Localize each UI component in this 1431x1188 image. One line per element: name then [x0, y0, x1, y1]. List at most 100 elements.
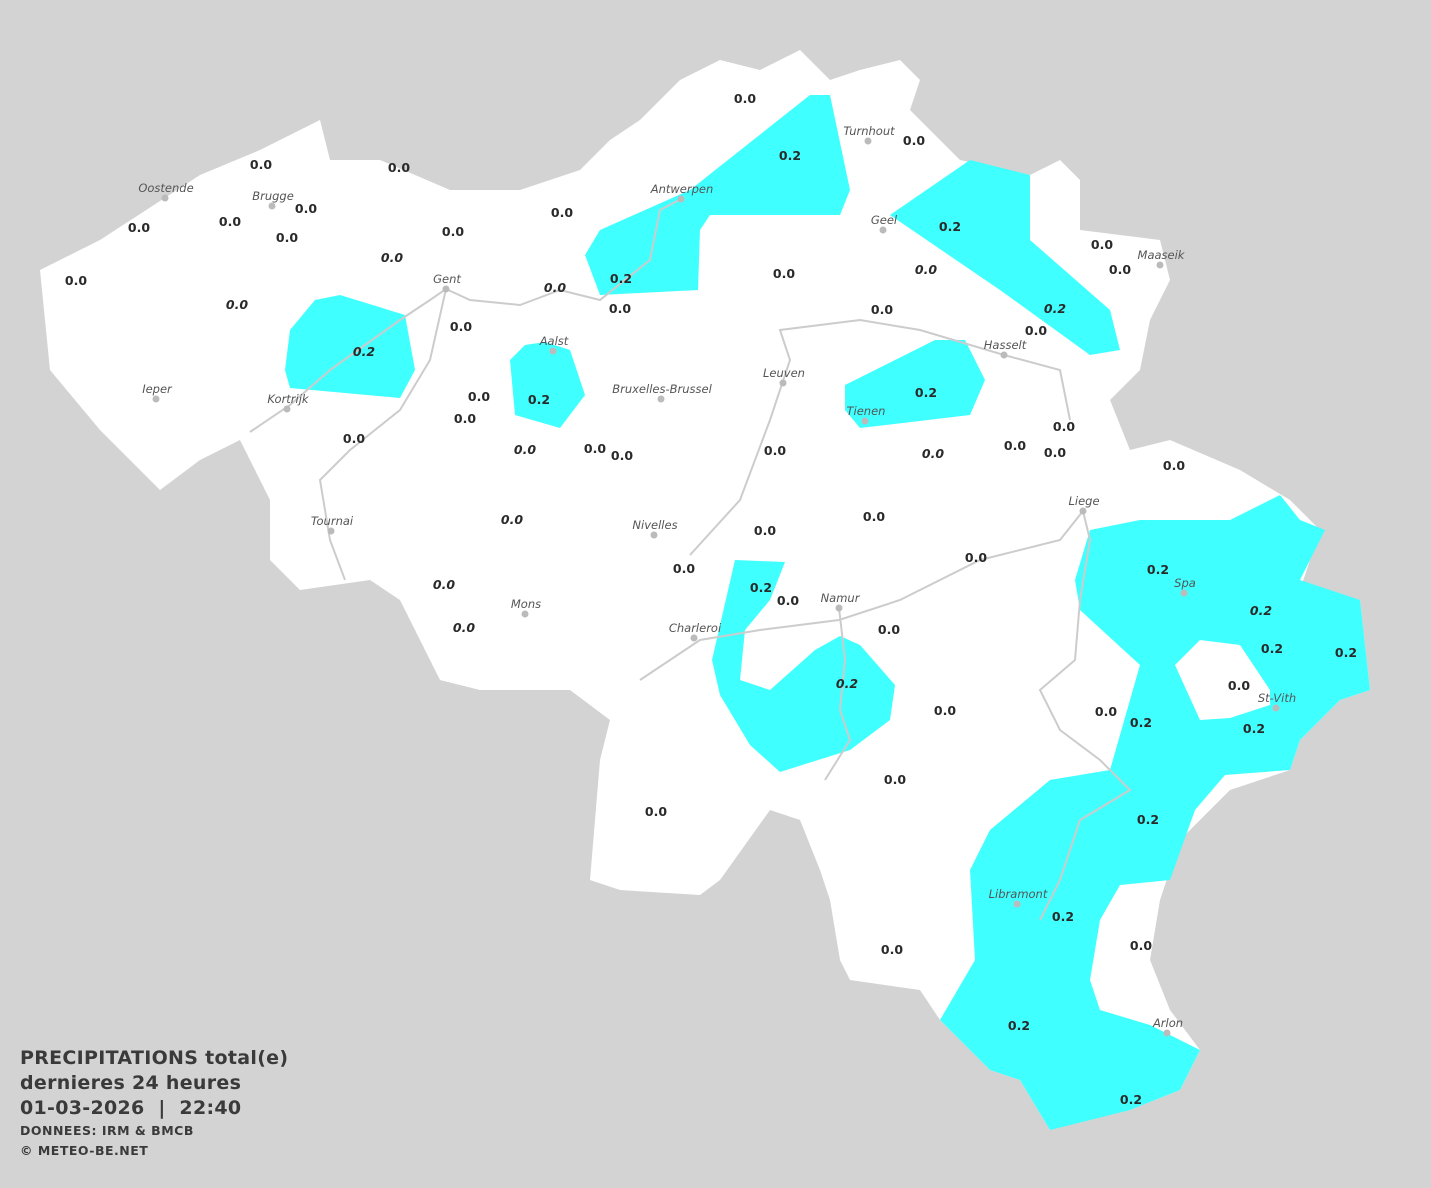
- legend-datetime: 01-03-2026 | 22:40: [20, 1097, 242, 1119]
- station-value: 0.0: [65, 273, 87, 288]
- station-value: 0.0: [453, 620, 475, 635]
- station-value: 0.0: [343, 431, 365, 446]
- city-dot: [650, 531, 658, 539]
- station-value: 0.0: [551, 205, 573, 220]
- city-label: Tournai: [311, 514, 354, 528]
- city-label: Turnhout: [843, 124, 895, 138]
- station-value: 0.2: [1261, 641, 1283, 656]
- rivers: [249, 198, 1132, 921]
- station-value: 0.0: [965, 550, 987, 565]
- river-meuse: [639, 508, 1132, 921]
- station-value: 0.0: [611, 448, 633, 463]
- station-value: 0.2: [353, 344, 375, 359]
- station-value: 0.0: [878, 622, 900, 637]
- city-label: Libramont: [989, 887, 1048, 901]
- station-value: 0.0: [501, 512, 523, 527]
- station-value: 0.0: [1025, 323, 1047, 338]
- station-value: 0.0: [871, 302, 893, 317]
- station-value: 0.0: [1004, 438, 1026, 453]
- station-value: 0.2: [1052, 909, 1074, 924]
- river-leie: [318, 288, 447, 581]
- station-value: 0.0: [514, 442, 536, 457]
- city-label: Gent: [433, 272, 461, 286]
- station-value: 0.2: [836, 676, 858, 691]
- city-label: Nivelles: [632, 518, 677, 532]
- city-dot: [152, 395, 160, 403]
- station-value: 0.0: [1163, 458, 1185, 473]
- station-value: 0.2: [779, 148, 801, 163]
- city-label: Antwerpen: [650, 182, 714, 196]
- legend-copyright: © METEO-BE.NET: [20, 1143, 149, 1158]
- city-dot: [1013, 900, 1021, 908]
- precip-area-ardennes: [940, 495, 1370, 1130]
- station-value: 0.0: [388, 160, 410, 175]
- city-dot: [327, 527, 335, 535]
- precip-area-geel-maaseik: [890, 160, 1120, 355]
- station-value: 0.2: [1243, 721, 1265, 736]
- city-label: Arlon: [1152, 1016, 1183, 1030]
- precip-area-tienen: [845, 340, 985, 428]
- station-value: 0.2: [1008, 1018, 1030, 1033]
- city-label: Aalst: [539, 334, 569, 348]
- station-value: 0.0: [764, 443, 786, 458]
- city-dot: [1079, 507, 1087, 515]
- river-scheldt: [249, 198, 682, 433]
- station-value: 0.2: [1120, 1092, 1142, 1107]
- station-value: 0.0: [584, 441, 606, 456]
- city-label: St-Vith: [1258, 691, 1296, 705]
- station-value: 0.2: [1130, 715, 1152, 730]
- station-value: 0.2: [1335, 645, 1357, 660]
- station-value: 0.2: [528, 392, 550, 407]
- station-value: 0.0: [645, 804, 667, 819]
- city-label: Kortrijk: [267, 392, 310, 406]
- city-label: Ieper: [142, 382, 173, 396]
- city-dot: [283, 405, 291, 413]
- legend-source: DONNEES: IRM & BMCB: [20, 1123, 194, 1138]
- city-label: Hasselt: [984, 338, 1027, 352]
- city-label: Liege: [1068, 494, 1099, 508]
- station-value: 0.0: [381, 250, 403, 265]
- station-value: 0.0: [863, 509, 885, 524]
- city-dot: [1272, 704, 1280, 712]
- city-label: Leuven: [763, 366, 805, 380]
- city-dot: [657, 395, 665, 403]
- city-label: Maaseik: [1138, 248, 1186, 262]
- city-dot: [549, 347, 557, 355]
- station-value: 0.0: [1053, 419, 1075, 434]
- city-label: Bruxelles-Brussel: [612, 382, 712, 396]
- station-value: 0.0: [544, 280, 566, 295]
- river-sambre: [824, 607, 852, 781]
- city-labels: Oostende Brugge Gent Antwerpen Turnhout Geel M…: [138, 124, 1296, 1037]
- river-dyle: [689, 318, 1071, 556]
- station-value: 0.0: [1044, 445, 1066, 460]
- city-dot: [1156, 261, 1164, 269]
- station-value: 0.2: [610, 271, 632, 286]
- city-dot: [1000, 351, 1008, 359]
- city-dot: [779, 379, 787, 387]
- city-dot: [864, 137, 872, 145]
- station-value: 0.0: [777, 593, 799, 608]
- station-value: 0.2: [1044, 301, 1066, 316]
- city-dot: [521, 610, 529, 618]
- legend-title: PRECIPITATIONS total(e): [20, 1047, 289, 1069]
- station-value: 0.0: [881, 942, 903, 957]
- station-value: 0.0: [219, 214, 241, 229]
- station-value: 0.0: [884, 772, 906, 787]
- station-value: 0.0: [934, 703, 956, 718]
- map-legend: PRECIPITATIONS total(e) dernieres 24 heu…: [20, 1046, 288, 1161]
- city-label: Oostende: [138, 181, 193, 195]
- city-dot: [1180, 589, 1188, 597]
- city-label: Tienen: [847, 404, 886, 418]
- station-value: 0.0: [128, 220, 150, 235]
- station-value: 0.0: [903, 133, 925, 148]
- city-label: Spa: [1174, 576, 1196, 590]
- city-dot: [677, 195, 685, 203]
- station-value: 0.0: [734, 91, 756, 106]
- precip-area-aalst: [510, 342, 585, 428]
- station-value: 0.2: [1137, 812, 1159, 827]
- station-value: 0.0: [226, 297, 248, 312]
- station-value: 0.0: [433, 577, 455, 592]
- station-value: 0.0: [1228, 678, 1250, 693]
- station-value: 0.2: [939, 219, 961, 234]
